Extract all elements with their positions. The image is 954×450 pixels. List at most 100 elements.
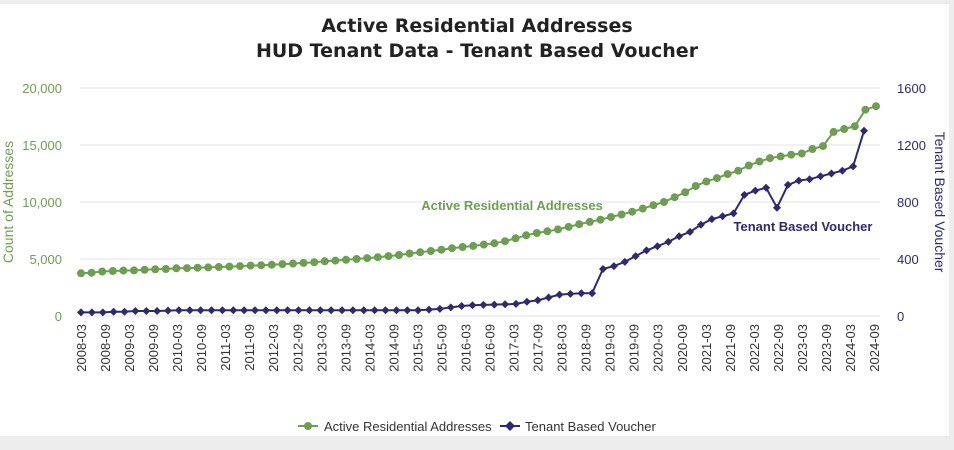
data-point[interactable] xyxy=(267,260,276,269)
data-point[interactable] xyxy=(363,254,372,263)
data-point[interactable] xyxy=(257,261,266,270)
data-point[interactable] xyxy=(620,257,629,266)
data-point[interactable] xyxy=(861,105,870,114)
data-point[interactable] xyxy=(130,266,138,275)
data-point[interactable] xyxy=(702,177,711,186)
data-point[interactable] xyxy=(649,201,658,210)
data-point[interactable] xyxy=(564,222,573,231)
data-point[interactable] xyxy=(794,176,803,185)
data-point[interactable] xyxy=(544,293,553,302)
data-point[interactable] xyxy=(829,127,838,136)
data-point[interactable] xyxy=(751,186,760,195)
data-point[interactable] xyxy=(272,306,281,315)
data-point[interactable] xyxy=(585,217,594,226)
data-point[interactable] xyxy=(403,306,412,315)
data-point[interactable] xyxy=(797,149,806,158)
data-point[interactable] xyxy=(755,157,764,166)
data-point[interactable] xyxy=(236,262,244,271)
data-point[interactable] xyxy=(783,180,792,189)
data-point[interactable] xyxy=(87,268,96,277)
data-point[interactable] xyxy=(860,126,868,135)
data-point[interactable] xyxy=(359,306,368,315)
legend-item-active-addresses[interactable]: Active Residential Addresses xyxy=(298,419,492,434)
data-point[interactable] xyxy=(686,227,694,236)
data-point[interactable] xyxy=(87,308,96,317)
data-point[interactable] xyxy=(331,256,340,265)
data-point[interactable] xyxy=(599,265,607,273)
data-point[interactable] xyxy=(225,262,234,271)
data-point[interactable] xyxy=(373,253,382,262)
data-point[interactable] xyxy=(533,296,542,305)
data-point[interactable] xyxy=(776,152,785,161)
data-point[interactable] xyxy=(723,170,732,179)
data-point[interactable] xyxy=(819,142,827,151)
data-point[interactable] xyxy=(120,307,129,316)
data-point[interactable] xyxy=(805,175,814,184)
data-point[interactable] xyxy=(458,243,467,251)
data-point[interactable] xyxy=(174,306,183,315)
data-point[interactable] xyxy=(395,251,403,259)
data-point[interactable] xyxy=(320,257,329,266)
data-point[interactable] xyxy=(511,234,520,243)
data-point[interactable] xyxy=(196,306,205,315)
data-point[interactable] xyxy=(575,220,584,229)
data-point[interactable] xyxy=(512,299,520,308)
data-point[interactable] xyxy=(734,166,743,175)
data-point[interactable] xyxy=(762,183,771,192)
data-point[interactable] xyxy=(696,220,705,229)
data-point[interactable] xyxy=(164,306,172,315)
data-point[interactable] xyxy=(740,190,749,199)
data-point[interactable] xyxy=(532,229,541,237)
data-point[interactable] xyxy=(468,301,477,310)
data-point[interactable] xyxy=(631,252,640,261)
data-point[interactable] xyxy=(218,306,227,315)
data-point[interactable] xyxy=(816,172,825,181)
data-point[interactable] xyxy=(109,307,118,316)
data-point[interactable] xyxy=(305,306,314,315)
data-point[interactable] xyxy=(185,306,194,315)
data-point[interactable] xyxy=(808,145,817,153)
data-point[interactable] xyxy=(151,265,160,274)
data-point[interactable] xyxy=(691,182,700,190)
data-point[interactable] xyxy=(787,150,796,159)
data-point[interactable] xyxy=(299,258,308,267)
data-point[interactable] xyxy=(522,231,531,240)
data-point[interactable] xyxy=(588,289,597,298)
data-point[interactable] xyxy=(607,213,615,221)
data-point[interactable] xyxy=(566,289,575,298)
data-point[interactable] xyxy=(490,239,499,248)
data-point[interactable] xyxy=(352,255,361,263)
data-point[interactable] xyxy=(628,207,637,216)
data-point[interactable] xyxy=(98,308,107,317)
data-point[interactable] xyxy=(577,289,586,298)
data-point[interactable] xyxy=(849,162,858,171)
data-point[interactable] xyxy=(435,304,444,313)
legend-item-tenant-voucher[interactable]: Tenant Based Voucher xyxy=(500,419,656,434)
data-point[interactable] xyxy=(405,249,414,258)
data-point[interactable] xyxy=(479,300,488,309)
data-point[interactable] xyxy=(766,154,774,163)
data-point[interactable] xyxy=(77,269,85,278)
data-point[interactable] xyxy=(172,264,181,273)
data-point[interactable] xyxy=(681,188,690,197)
data-point[interactable] xyxy=(501,237,509,246)
data-point[interactable] xyxy=(207,306,216,315)
data-point[interactable] xyxy=(384,252,393,261)
data-point[interactable] xyxy=(638,204,647,213)
data-point[interactable] xyxy=(446,303,455,312)
data-point[interactable] xyxy=(316,306,325,315)
data-point[interactable] xyxy=(140,265,149,274)
data-point[interactable] xyxy=(642,246,651,255)
data-point[interactable] xyxy=(338,306,346,315)
data-point[interactable] xyxy=(131,307,140,315)
data-point[interactable] xyxy=(729,209,738,218)
data-point[interactable] xyxy=(193,263,202,272)
data-point[interactable] xyxy=(840,125,849,133)
data-point[interactable] xyxy=(261,306,270,315)
data-point[interactable] xyxy=(850,122,859,131)
data-point[interactable] xyxy=(283,306,292,315)
data-point[interactable] xyxy=(469,241,478,250)
data-point[interactable] xyxy=(153,307,162,315)
data-point[interactable] xyxy=(229,306,238,315)
data-point[interactable] xyxy=(119,266,128,275)
